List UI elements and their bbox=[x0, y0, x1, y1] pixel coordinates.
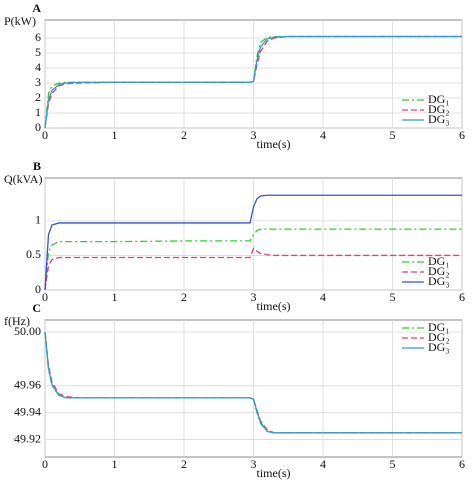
x-tick-label: 3 bbox=[251, 290, 257, 304]
y-tick-label: 1 bbox=[35, 105, 41, 119]
series-line bbox=[44, 35, 462, 129]
legend-label: DG₂ bbox=[428, 264, 450, 278]
y-axis-label: P(kW) bbox=[4, 14, 36, 28]
panel-label: C bbox=[32, 301, 41, 315]
x-tick-label: 2 bbox=[181, 128, 187, 142]
legend-label: DG₂ bbox=[428, 102, 450, 116]
legend-label: DG₁ bbox=[428, 320, 450, 334]
legend-label: DG₁ bbox=[428, 92, 450, 106]
legend-label: DG₃ bbox=[428, 274, 450, 288]
series-line bbox=[44, 194, 462, 291]
y-tick-label: 3 bbox=[35, 75, 41, 89]
x-tick-label: 1 bbox=[112, 457, 118, 471]
x-tick-label: 0 bbox=[42, 128, 48, 142]
legend-label: DG₃ bbox=[428, 112, 450, 126]
x-tick-label: 6 bbox=[459, 128, 465, 142]
y-axis-label: Q(kVA) bbox=[4, 172, 42, 186]
x-tick-label: 4 bbox=[320, 128, 326, 142]
y-axis-label: f(Hz) bbox=[4, 314, 30, 328]
x-axis-label: time(s) bbox=[257, 299, 291, 313]
legend-label: DG₁ bbox=[428, 254, 450, 268]
series-line bbox=[44, 247, 462, 291]
y-tick-label: 4 bbox=[35, 60, 41, 74]
y-tick-label: 1 bbox=[35, 213, 41, 227]
x-tick-label: 3 bbox=[251, 457, 257, 471]
x-tick-label: 5 bbox=[390, 457, 396, 471]
y-tick-label: 0 bbox=[35, 120, 41, 134]
y-tick-label: 5 bbox=[35, 45, 41, 59]
x-tick-label: 2 bbox=[181, 290, 187, 304]
x-tick-label: 4 bbox=[320, 457, 326, 471]
x-tick-label: 2 bbox=[181, 457, 187, 471]
x-tick-label: 5 bbox=[390, 128, 396, 142]
panel-label: A bbox=[32, 1, 41, 15]
x-tick-label: 4 bbox=[320, 290, 326, 304]
y-tick-label: 0.5 bbox=[26, 247, 41, 261]
x-tick-label: 3 bbox=[251, 128, 257, 142]
x-axis-label: time(s) bbox=[257, 137, 291, 151]
y-tick-label: 49.96 bbox=[14, 378, 41, 392]
x-tick-label: 6 bbox=[459, 290, 465, 304]
legend-label: DG₂ bbox=[428, 330, 450, 344]
y-tick-label: 49.94 bbox=[14, 404, 41, 418]
x-axis-label: time(s) bbox=[257, 466, 291, 480]
x-tick-label: 6 bbox=[459, 457, 465, 471]
panel-label: B bbox=[33, 159, 41, 173]
y-tick-label: 2 bbox=[35, 90, 41, 104]
series-line bbox=[44, 332, 462, 434]
y-tick-label: 50.00 bbox=[14, 324, 41, 338]
x-tick-label: 1 bbox=[112, 128, 118, 142]
legend-label: DG₃ bbox=[428, 340, 450, 354]
x-tick-label: 0 bbox=[42, 457, 48, 471]
y-tick-label: 0 bbox=[35, 282, 41, 296]
y-tick-label: 6 bbox=[35, 30, 41, 44]
y-tick-label: 49.92 bbox=[14, 431, 41, 445]
x-tick-label: 1 bbox=[112, 290, 118, 304]
x-tick-label: 5 bbox=[390, 290, 396, 304]
x-tick-label: 0 bbox=[42, 290, 48, 304]
